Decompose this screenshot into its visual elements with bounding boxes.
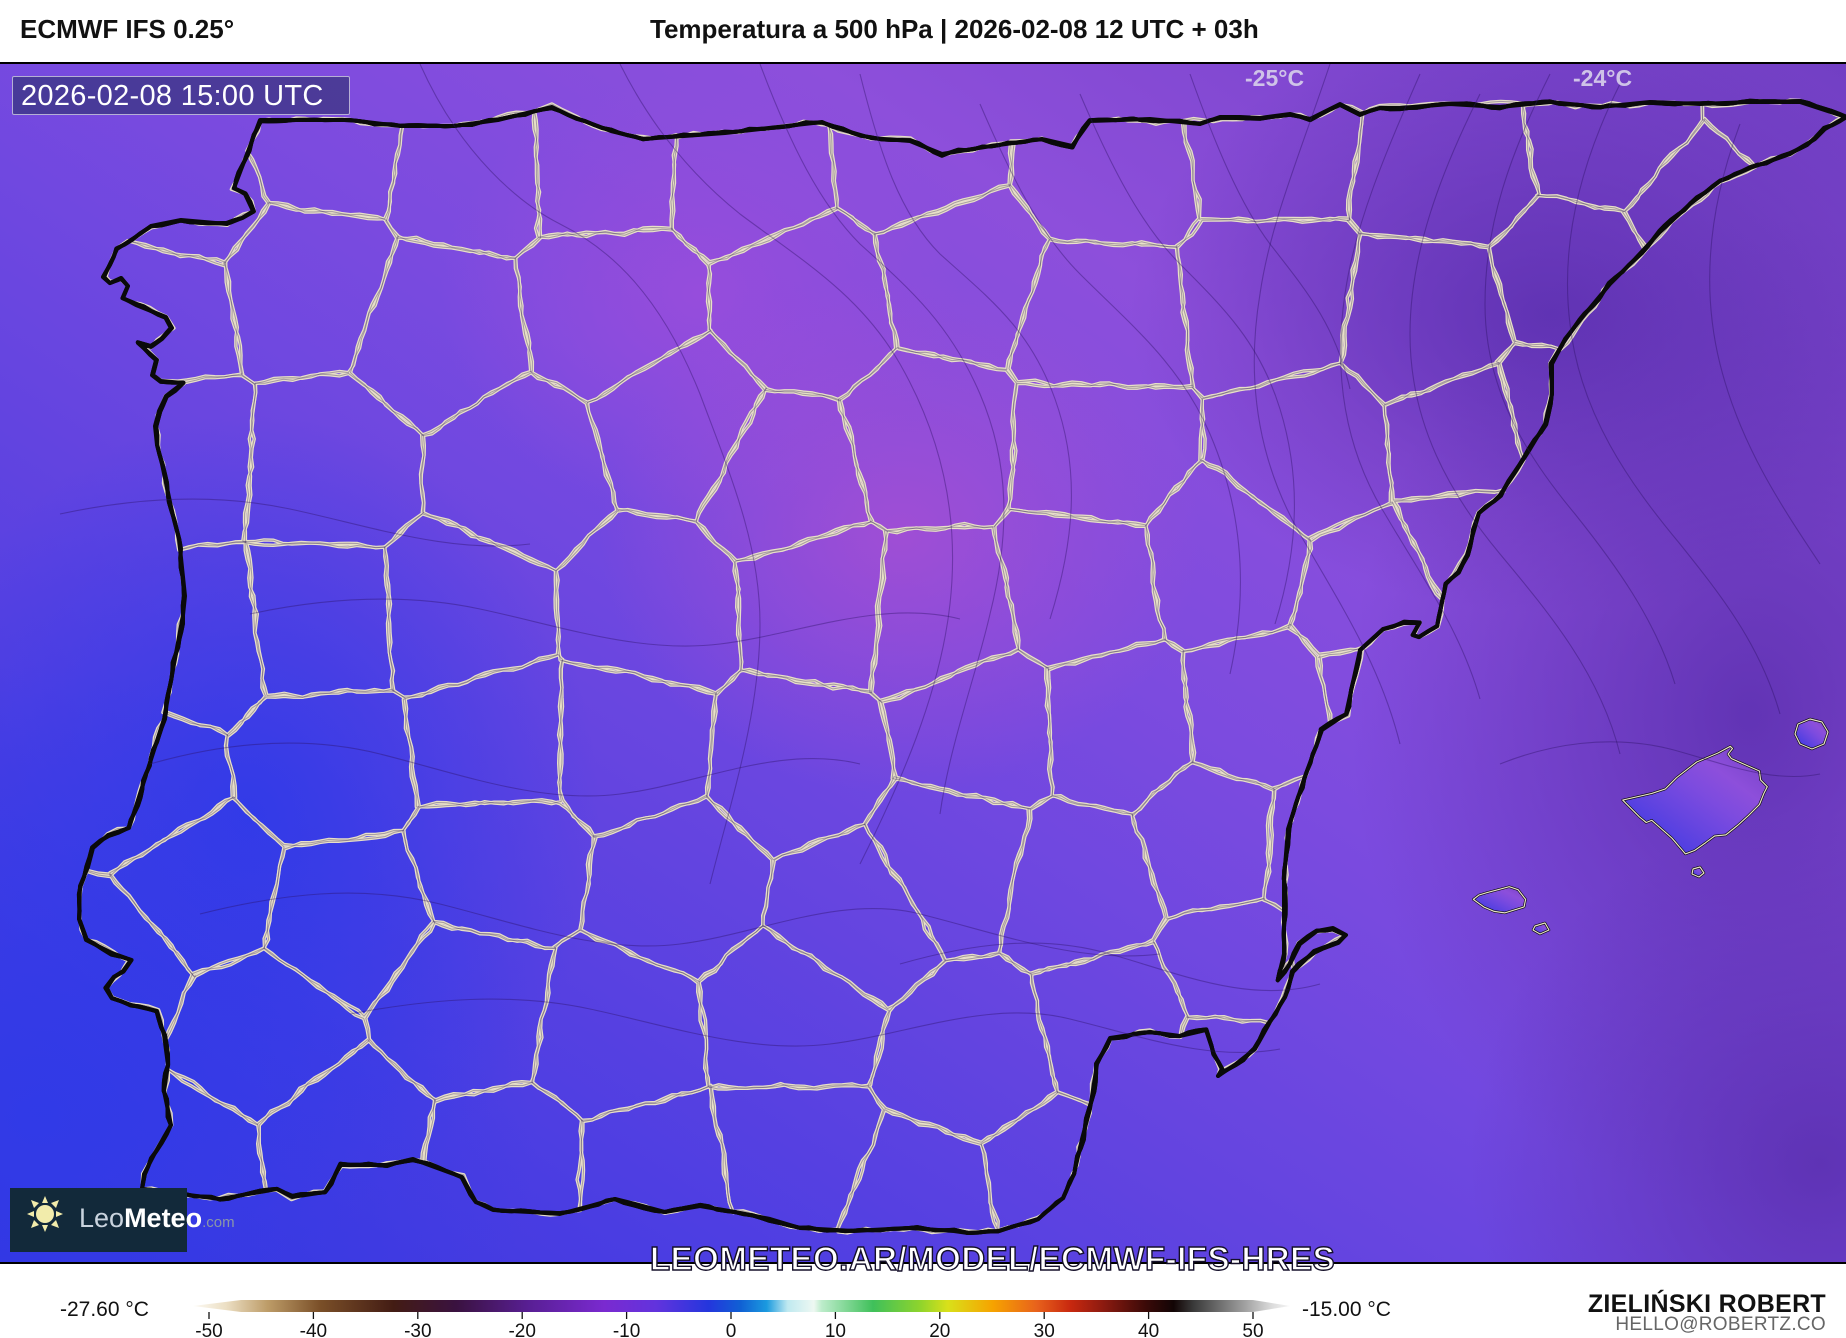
svg-text:10: 10 (825, 1321, 846, 1338)
svg-text:-50: -50 (195, 1321, 222, 1338)
svg-text:20: 20 (929, 1321, 950, 1338)
svg-text:-25°C: -25°C (1245, 65, 1304, 91)
svg-text:40: 40 (1138, 1321, 1159, 1338)
svg-text:0: 0 (726, 1321, 737, 1338)
svg-text:-40: -40 (300, 1321, 327, 1338)
svg-text:-30: -30 (404, 1321, 431, 1338)
svg-text:30: 30 (1034, 1321, 1055, 1338)
svg-text:-20: -20 (508, 1321, 535, 1338)
svg-text:-10: -10 (613, 1321, 640, 1338)
svg-text:50: 50 (1242, 1321, 1263, 1338)
svg-text:-24°C: -24°C (1573, 65, 1632, 91)
